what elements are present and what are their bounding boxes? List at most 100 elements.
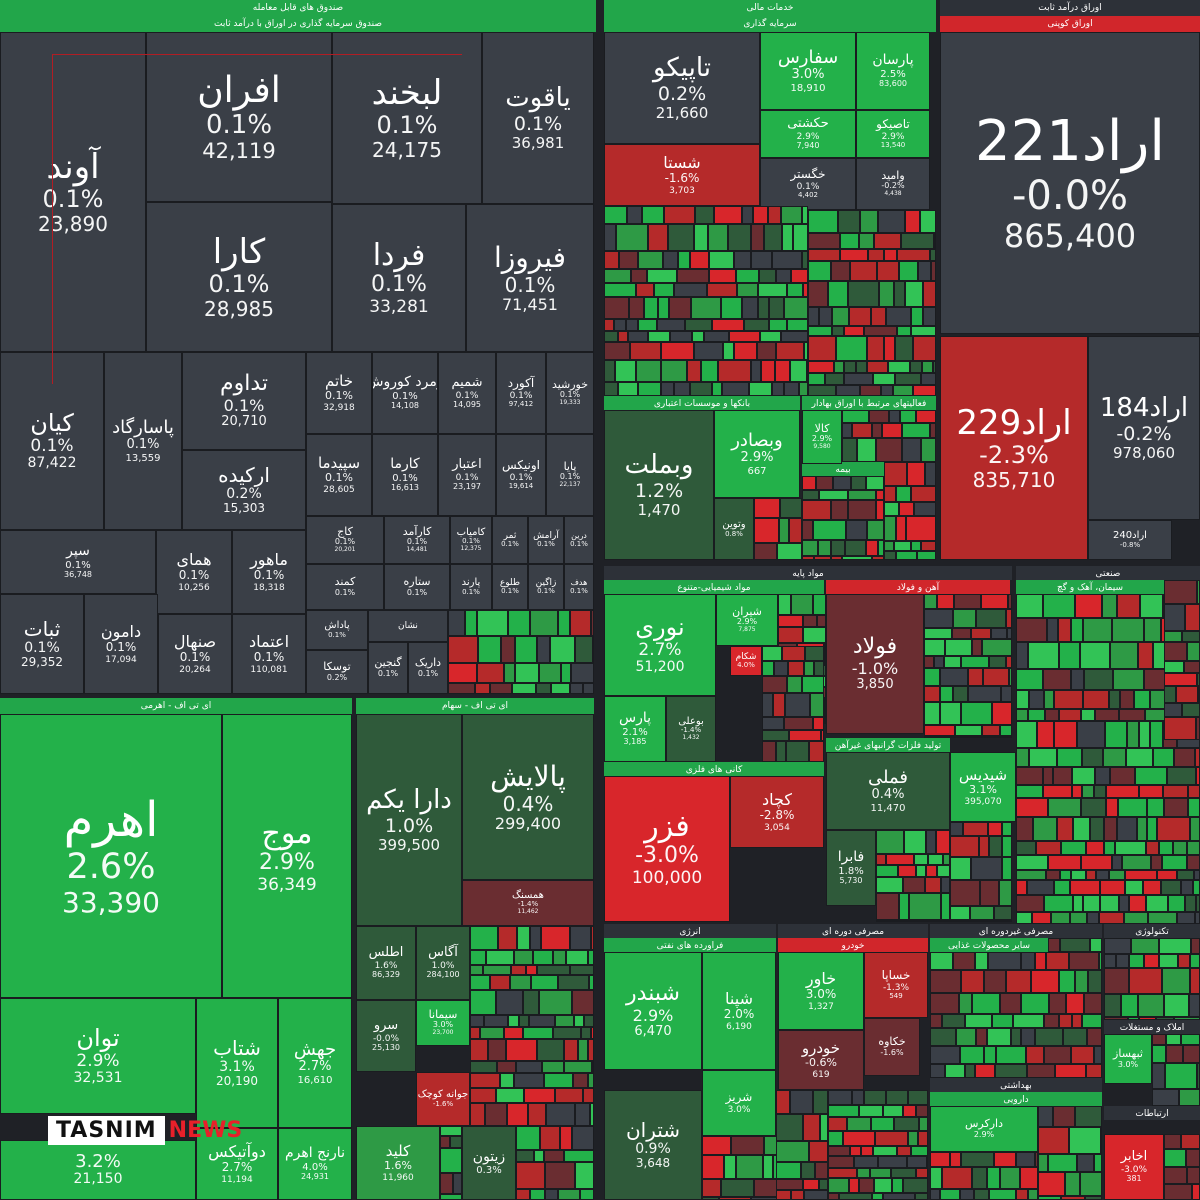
small-cap-tile[interactable] — [1118, 798, 1147, 817]
small-cap-tile[interactable] — [1086, 841, 1104, 855]
small-cap-tile[interactable] — [1007, 628, 1012, 639]
small-cap-tile[interactable] — [1009, 668, 1012, 686]
small-cap-tile[interactable] — [769, 319, 787, 331]
small-cap-tile[interactable] — [828, 1090, 852, 1105]
small-cap-tile[interactable] — [669, 297, 691, 319]
stock-tile[interactable]: ثمر 0.1% — [492, 516, 528, 564]
small-cap-tile[interactable] — [925, 877, 941, 893]
small-cap-tile[interactable] — [1013, 1014, 1044, 1028]
small-cap-tile[interactable] — [1181, 1034, 1200, 1045]
small-cap-tile[interactable] — [1047, 618, 1058, 642]
small-cap-tile[interactable] — [1152, 1045, 1166, 1063]
small-cap-tile[interactable] — [1192, 1184, 1200, 1200]
small-cap-tile[interactable] — [1104, 1017, 1128, 1020]
small-cap-tile[interactable] — [630, 342, 661, 360]
small-cap-tile[interactable] — [661, 342, 694, 360]
small-cap-tile[interactable] — [918, 920, 936, 922]
small-cap-tile[interactable] — [953, 686, 968, 702]
small-cap-tile[interactable] — [876, 920, 890, 922]
stock-tile[interactable]: شتران 0.9% 3,648 — [604, 1090, 702, 1200]
small-cap-tile[interactable] — [588, 950, 594, 965]
small-cap-tile[interactable] — [828, 1131, 843, 1146]
small-cap-tile[interactable] — [1043, 669, 1071, 690]
small-cap-tile[interactable] — [470, 1015, 484, 1027]
small-cap-tile[interactable] — [813, 1090, 828, 1114]
small-cap-tile[interactable] — [961, 970, 984, 993]
small-cap-tile[interactable] — [1139, 785, 1163, 798]
small-cap-tile[interactable] — [584, 1015, 594, 1027]
small-cap-tile[interactable] — [573, 1073, 588, 1088]
stock-tile[interactable]: توان 2.9% 32,531 — [0, 998, 196, 1114]
small-cap-tile[interactable] — [591, 610, 594, 636]
small-cap-tile[interactable] — [851, 476, 866, 490]
small-cap-tile[interactable] — [1006, 609, 1012, 628]
small-cap-tile[interactable] — [1088, 970, 1102, 993]
small-cap-tile[interactable] — [886, 1090, 908, 1105]
small-cap-tile[interactable] — [813, 594, 826, 615]
small-cap-tile[interactable] — [1069, 1127, 1101, 1154]
stock-tile[interactable]: وبصادر 2.9% 667 — [714, 410, 800, 498]
small-cap-tile[interactable] — [940, 702, 961, 725]
small-cap-tile[interactable] — [534, 1150, 544, 1162]
small-cap-tile[interactable] — [537, 965, 570, 975]
small-cap-tile[interactable] — [537, 1039, 564, 1061]
small-cap-tile[interactable] — [470, 1073, 500, 1088]
stock-tile[interactable]: موج 2.9% 36,349 — [222, 714, 352, 998]
small-cap-tile[interactable] — [1174, 748, 1195, 767]
small-cap-tile[interactable] — [859, 1178, 874, 1193]
small-cap-tile[interactable] — [663, 251, 678, 269]
small-cap-tile[interactable] — [965, 1064, 975, 1078]
small-cap-tile[interactable] — [892, 1178, 903, 1193]
small-cap-tile[interactable] — [1162, 855, 1187, 870]
small-cap-tile[interactable] — [940, 686, 953, 702]
small-cap-tile[interactable] — [1164, 661, 1184, 673]
small-cap-tile[interactable] — [959, 993, 972, 1014]
small-cap-tile[interactable] — [1112, 855, 1122, 870]
small-cap-tile[interactable] — [1032, 912, 1051, 924]
stock-tile[interactable]: داریک 0.1% — [408, 642, 448, 694]
small-cap-tile[interactable] — [869, 410, 889, 423]
stock-tile[interactable]: شمیم 0.1% 14,095 — [438, 352, 496, 434]
small-cap-tile[interactable] — [976, 609, 1006, 628]
small-cap-tile[interactable] — [1060, 870, 1071, 880]
stock-tile[interactable]: آکورد 0.1% 97,412 — [496, 352, 546, 434]
small-cap-tile[interactable] — [1053, 1106, 1075, 1127]
small-cap-tile[interactable] — [604, 283, 636, 297]
small-cap-tile[interactable] — [926, 865, 937, 877]
small-cap-tile[interactable] — [578, 1039, 588, 1061]
small-cap-tile[interactable] — [1016, 855, 1048, 870]
small-cap-tile[interactable] — [1110, 767, 1135, 785]
small-cap-tile[interactable] — [828, 1105, 859, 1117]
small-cap-tile[interactable] — [514, 950, 533, 965]
small-cap-tile[interactable] — [1168, 895, 1185, 912]
small-cap-tile[interactable] — [1021, 952, 1035, 970]
small-cap-tile[interactable] — [894, 1117, 919, 1131]
stock-tile[interactable]: اراد229 -2.3% 835,710 — [940, 336, 1088, 560]
small-cap-tile[interactable] — [528, 1103, 546, 1126]
stock-tile[interactable]: اراد184 -0.2% 978,060 — [1088, 336, 1200, 520]
small-cap-tile[interactable] — [1167, 767, 1196, 785]
small-cap-tile[interactable] — [803, 627, 826, 643]
small-cap-tile[interactable] — [776, 1141, 809, 1162]
stock-tile[interactable]: ثبات 0.1% 29,352 — [0, 594, 84, 694]
small-cap-tile[interactable] — [1164, 1134, 1181, 1149]
small-cap-tile[interactable] — [877, 261, 899, 281]
small-cap-tile[interactable] — [1166, 1045, 1183, 1063]
stock-tile[interactable]: فابرا 1.8% 5,730 — [826, 830, 876, 906]
stock-tile[interactable]: اطلس 1.6% 86,329 — [356, 926, 416, 1000]
small-cap-tile[interactable] — [844, 373, 873, 385]
small-cap-tile[interactable] — [916, 865, 926, 877]
small-cap-tile[interactable] — [768, 206, 781, 224]
small-cap-tile[interactable] — [440, 1136, 450, 1148]
stock-tile[interactable]: کچاد -2.8% 3,054 — [730, 776, 824, 848]
small-cap-tile[interactable] — [678, 251, 690, 269]
small-cap-tile[interactable] — [570, 965, 594, 975]
stock-tile[interactable]: نوری 2.7% 51,200 — [604, 594, 716, 696]
small-cap-tile[interactable] — [832, 307, 849, 326]
small-cap-tile[interactable] — [1044, 1014, 1059, 1028]
small-cap-tile[interactable] — [690, 382, 712, 396]
small-cap-tile[interactable] — [530, 610, 558, 636]
small-cap-tile[interactable] — [1059, 1014, 1072, 1028]
small-cap-tile[interactable] — [979, 836, 989, 857]
small-cap-tile[interactable] — [924, 594, 937, 609]
